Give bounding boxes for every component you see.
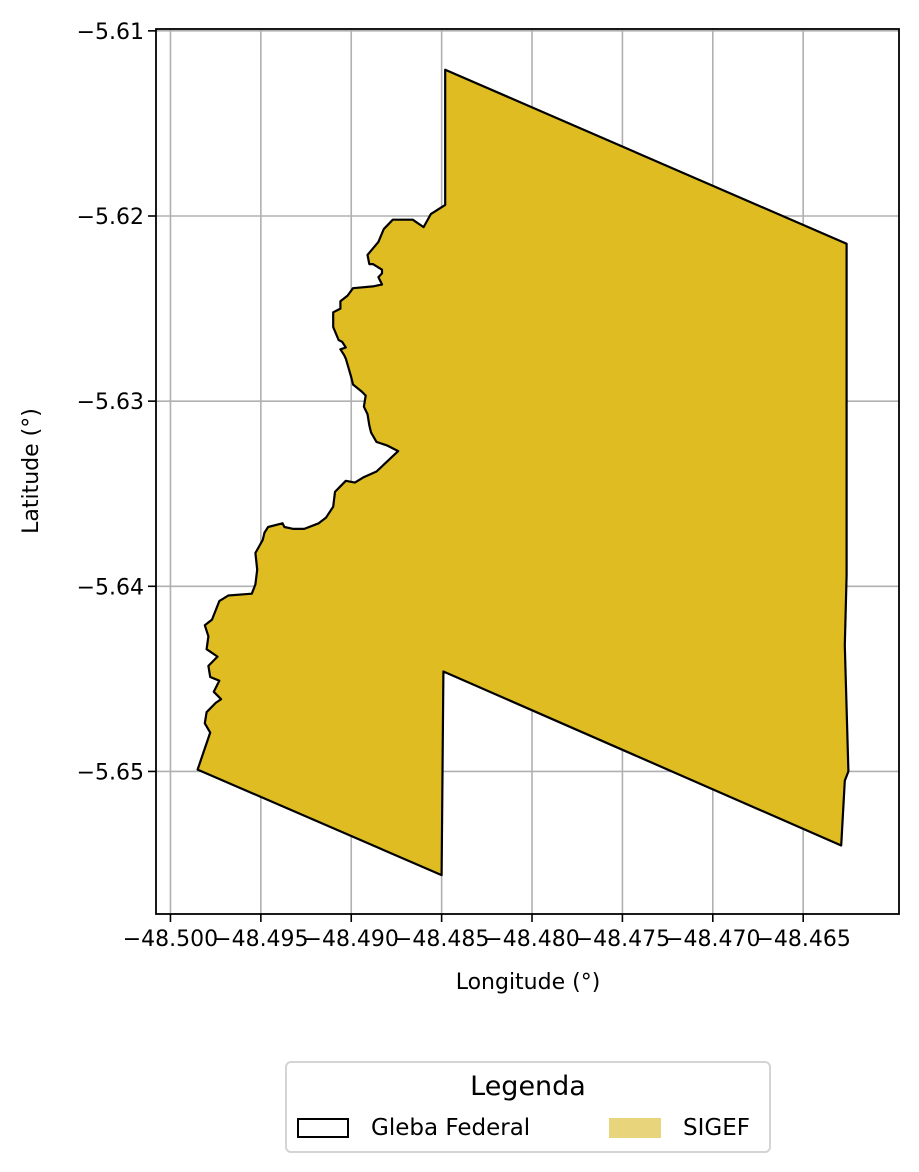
legend: Legenda Gleba Federal SIGEF — [285, 1061, 771, 1153]
x-tick-label: −48.500 — [123, 927, 218, 952]
y-tick-label: −5.64 — [77, 575, 144, 600]
legend-title: Legenda — [287, 1071, 769, 1102]
x-tick-label: −48.495 — [213, 927, 308, 952]
y-tick-label: −5.63 — [77, 390, 144, 415]
y-tick-label: −5.65 — [77, 760, 144, 785]
x-tick-label: −48.475 — [575, 927, 670, 952]
x-axis-label: Longitude (°) — [456, 970, 601, 995]
y-axis-label: Latitude (°) — [19, 408, 44, 534]
y-tick-label: −5.61 — [77, 20, 144, 45]
x-tick-label: −48.470 — [665, 927, 760, 952]
sigef-swatch — [609, 1118, 661, 1138]
gleba-federal-swatch — [297, 1118, 349, 1138]
x-tick-label: −48.490 — [304, 927, 399, 952]
legend-label-sigef: SIGEF — [683, 1115, 750, 1141]
x-tick-label: −48.465 — [755, 927, 850, 952]
y-tick-label: −5.62 — [77, 205, 144, 230]
legend-item-sigef: SIGEF — [609, 1113, 750, 1143]
legend-item-gleba-federal: Gleba Federal — [297, 1113, 530, 1143]
x-tick-label: −48.485 — [394, 927, 489, 952]
x-tick-label: −48.480 — [484, 927, 579, 952]
legend-label-gleba-federal: Gleba Federal — [371, 1115, 530, 1141]
